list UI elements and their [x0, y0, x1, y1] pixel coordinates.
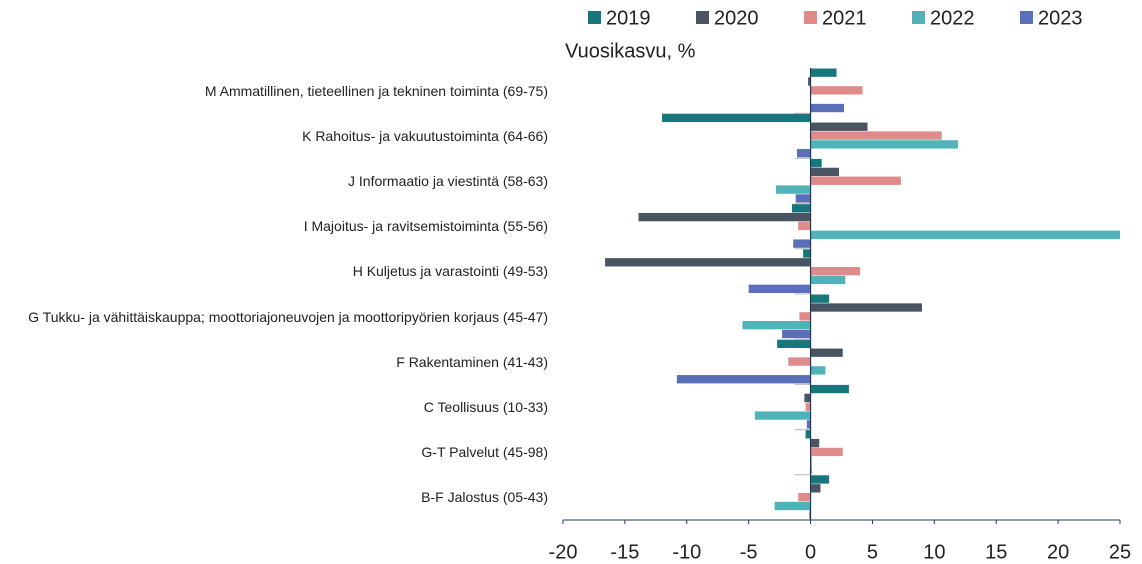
bar	[810, 348, 843, 357]
bar	[676, 375, 811, 384]
bar	[810, 176, 901, 185]
legend-swatch	[912, 11, 925, 24]
bar	[798, 492, 811, 502]
bar	[777, 339, 811, 349]
bar	[810, 103, 844, 113]
category-label: F Rakentaminen (41-43)	[396, 353, 548, 370]
bar	[810, 303, 922, 312]
bar	[793, 239, 811, 248]
bar	[638, 212, 811, 222]
category-label: K Rahoitus- ja vakuutustoiminta (64-66)	[302, 127, 548, 144]
legend-swatch	[696, 11, 709, 24]
legend-label: 2021	[822, 7, 867, 29]
x-tick-label: 10	[923, 541, 945, 563]
bar	[810, 131, 942, 140]
bar	[605, 258, 811, 267]
category-label: J Informaatio ja viestintä (58-63)	[348, 173, 548, 189]
bar	[754, 411, 811, 420]
bar	[775, 185, 811, 194]
x-tick-label: -20	[549, 541, 578, 563]
x-tick-label: 20	[1047, 541, 1069, 563]
bar	[809, 510, 811, 519]
category-label: I Majoitus- ja ravitsemistoiminta (55-56…	[303, 218, 548, 235]
bar	[808, 77, 811, 86]
category-label: B-F Jalostus (05-43)	[421, 489, 548, 506]
category-label: H Kuljetus ja varastointi (49-53)	[352, 263, 548, 280]
bar	[806, 420, 811, 429]
x-tick-label: 25	[1109, 541, 1131, 563]
category-label: C Teollisuus (10-33)	[423, 399, 548, 415]
bar	[799, 312, 811, 321]
bar	[810, 68, 837, 77]
legend-label: 2022	[930, 7, 975, 29]
legend-swatch	[804, 11, 817, 24]
bar	[810, 122, 868, 131]
bar	[805, 430, 811, 439]
bar	[804, 393, 811, 403]
chart-title: Vuosikasvu, %	[565, 40, 696, 62]
legend-label: 2019	[606, 7, 651, 29]
bar	[795, 194, 811, 203]
bar	[810, 484, 821, 493]
category-label: M Ammatillinen, tieteellinen ja tekninen…	[204, 82, 548, 99]
bar	[810, 266, 861, 276]
bar	[796, 149, 811, 158]
x-tick-label: -5	[740, 541, 758, 563]
legend-swatch	[588, 11, 601, 24]
legend-swatch	[1020, 11, 1033, 24]
bar	[810, 438, 820, 448]
bar	[742, 321, 811, 330]
bar	[810, 230, 1120, 239]
x-tick-label: 5	[867, 541, 878, 563]
bar	[798, 221, 811, 231]
bar	[805, 402, 811, 411]
category-label: G-T Palvelut (45-98)	[421, 444, 548, 461]
bar	[782, 329, 811, 339]
bar	[810, 384, 849, 394]
x-tick-label: -15	[610, 541, 639, 563]
bar	[810, 86, 863, 95]
bar	[810, 140, 958, 149]
bar	[810, 447, 843, 457]
bar	[748, 284, 811, 293]
bar	[803, 249, 811, 258]
bar	[810, 158, 822, 168]
legend-label: 2020	[714, 7, 759, 29]
bar	[788, 357, 811, 366]
bar	[810, 294, 830, 303]
bar	[810, 456, 812, 465]
bar	[810, 475, 830, 484]
bar	[662, 113, 811, 123]
category-label: G Tukku- ja vähittäiskauppa; moottoriajo…	[28, 308, 548, 325]
bar	[791, 204, 811, 213]
bar	[810, 167, 840, 177]
x-tick-label: 0	[805, 541, 816, 563]
bar	[774, 501, 811, 511]
x-tick-label: -10	[672, 541, 701, 563]
x-tick-label: 15	[985, 541, 1007, 563]
bar	[810, 465, 812, 474]
bar	[810, 275, 846, 285]
bar	[810, 366, 826, 375]
legend-label: 2023	[1038, 7, 1083, 29]
